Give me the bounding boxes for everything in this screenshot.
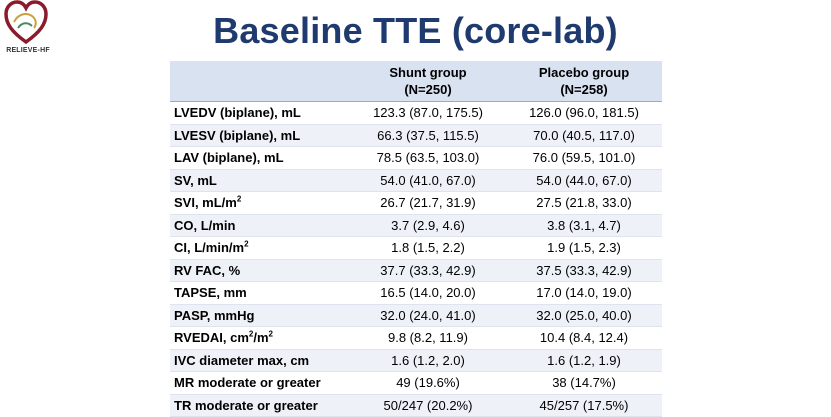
cell-shunt: 3.7 (2.9, 4.6) [350,214,506,237]
cell-placebo: 54.0 (44.0, 67.0) [506,169,662,192]
cell-placebo: 10.4 (8.4, 12.4) [506,326,662,350]
row-label-text: LAV (biplane), mL [174,150,284,166]
table-row: MR moderate or greater 49 (19.6%) 38 (14.7… [170,371,662,395]
table-row: SV, mL 54.0 (41.0, 67.0) 54.0 (44.0, 67.0) [170,169,662,192]
row-label-text: CI, L/min/m [174,240,245,256]
relieve-hf-logo: RELIEVE-HF [2,0,50,58]
row-label-text: RV FAC, % [174,262,241,278]
cell-shunt: 37.7 (33.3, 42.9) [350,259,506,282]
table-body: LVEDV (biplane), mL 123.3 (87.0, 175.5) 12… [170,101,662,417]
row-label-text: SV, mL [174,172,217,188]
row-label: IVC diameter max, cm [170,349,350,372]
table-row: CO, L/min 3.7 (2.9, 4.6) 3.8 (3.1, 4.7) [170,214,662,237]
cell-placebo: 1.9 (1.5, 2.3) [506,236,662,260]
row-label-superscript: 2 [268,329,273,339]
table-row: LVESV (biplane), mL 66.3 (37.5, 115.5) 70.… [170,124,662,147]
cell-placebo: 1.6 (1.2, 1.9) [506,349,662,372]
table-row: IVC diameter max, cm 1.6 (1.2, 2.0) 1.6 (1… [170,349,662,372]
table-row: RV FAC, % 37.7 (33.3, 42.9) 37.5 (33.3, 42… [170,259,662,282]
row-label: CO, L/min [170,214,350,237]
cell-shunt: 50/247 (20.2%) [350,394,506,417]
tte-table: Shunt group (N=250) Placebo group (N=258… [170,61,662,417]
cell-shunt: 123.3 (87.0, 175.5) [350,101,506,125]
cell-placebo: 17.0 (14.0, 19.0) [506,281,662,305]
row-label-text: PASP, mmHg [174,307,255,323]
row-label: SVI, mL/m2 [170,191,350,215]
table-row: PASP, mmHg 32.0 (24.0, 41.0) 32.0 (25.0, 4… [170,304,662,327]
page-title: Baseline TTE (core-lab) [213,10,618,51]
row-label-text: TR moderate or greater [174,397,318,413]
row-label-text: MR moderate or greater [174,375,321,391]
cell-shunt: 54.0 (41.0, 67.0) [350,169,506,192]
row-label-text: IVC diameter max, cm [174,352,310,368]
header-shunt-label: Shunt group [389,65,467,80]
table-header-row: Shunt group (N=250) Placebo group (N=258… [170,61,662,102]
row-label: RV FAC, % [170,259,350,282]
cell-shunt: 9.8 (8.2, 11.9) [350,326,506,350]
cell-placebo: 70.0 (40.5, 117.0) [506,124,662,147]
cell-shunt: 1.6 (1.2, 2.0) [350,349,506,372]
cell-shunt: 1.8 (1.5, 2.2) [350,236,506,260]
row-label-tail: /m [253,330,269,346]
row-label-text: LVEDV (biplane), mL [174,105,301,121]
header-shunt-group: Shunt group (N=250) [350,61,506,102]
cell-placebo: 27.5 (21.8, 33.0) [506,191,662,215]
row-label-superscript: 2 [236,194,242,204]
header-shunt-n: (N=250) [404,82,452,97]
cell-shunt: 16.5 (14.0, 20.0) [350,281,506,305]
table-row: TAPSE, mm 16.5 (14.0, 20.0) 17.0 (14.0, 19… [170,281,662,305]
table-row: TR moderate or greater 50/247 (20.2%) 45/2… [170,394,662,417]
cell-shunt: 66.3 (37.5, 115.5) [350,124,506,147]
table-row: RVEDAI, cm2/m2 9.8 (8.2, 11.9) 10.4 (8.4, … [170,326,662,350]
row-label: TAPSE, mm [170,281,350,305]
row-label: LVEDV (biplane), mL [170,101,350,125]
cell-shunt: 26.7 (21.7, 31.9) [350,191,506,215]
table-row: CI, L/min/m2 1.8 (1.5, 2.2) 1.9 (1.5, 2.3) [170,236,662,260]
cell-placebo: 38 (14.7%) [506,371,662,395]
row-label-superscript: 2 [248,329,254,339]
cell-placebo: 37.5 (33.3, 42.9) [506,259,662,282]
heart-logo-icon [4,0,48,45]
row-label-superscript: 2 [244,239,249,249]
row-label-text: CO, L/min [174,217,236,233]
logo-text: RELIEVE-HF [6,47,50,54]
header-placebo-n: (N=258) [560,82,608,97]
cell-shunt: 78.5 (63.5, 103.0) [350,146,506,170]
header-blank-cell [170,61,350,102]
header-placebo-label: Placebo group [538,65,630,80]
row-label: MR moderate or greater [170,371,350,395]
row-label: CI, L/min/m2 [170,236,350,260]
cell-placebo: 32.0 (25.0, 40.0) [506,304,662,327]
table-row: LAV (biplane), mL 78.5 (63.5, 103.0) 76.0 … [170,146,662,170]
row-label-text: LVESV (biplane), mL [174,127,301,143]
table-row: LVEDV (biplane), mL 123.3 (87.0, 175.5) 12… [170,101,662,125]
row-label: TR moderate or greater [170,394,350,417]
row-label: LVESV (biplane), mL [170,124,350,147]
cell-shunt: 32.0 (24.0, 41.0) [350,304,506,327]
row-label: RVEDAI, cm2/m2 [170,326,350,350]
row-label: PASP, mmHg [170,304,350,327]
row-label-text: SVI, mL/m [174,195,237,211]
row-label: LAV (biplane), mL [170,146,350,170]
cell-placebo: 126.0 (96.0, 181.5) [506,101,662,125]
cell-shunt: 49 (19.6%) [350,371,506,395]
cell-placebo: 3.8 (3.1, 4.7) [506,214,662,237]
table-row: SVI, mL/m2 26.7 (21.7, 31.9) 27.5 (21.8, 3… [170,191,662,215]
row-label: SV, mL [170,169,350,192]
cell-placebo: 76.0 (59.5, 101.0) [506,146,662,170]
header-placebo-group: Placebo group (N=258) [506,61,662,102]
row-label-text: TAPSE, mm [174,285,247,301]
row-label-text: RVEDAI, cm [174,330,249,346]
cell-placebo: 45/257 (17.5%) [506,394,662,417]
